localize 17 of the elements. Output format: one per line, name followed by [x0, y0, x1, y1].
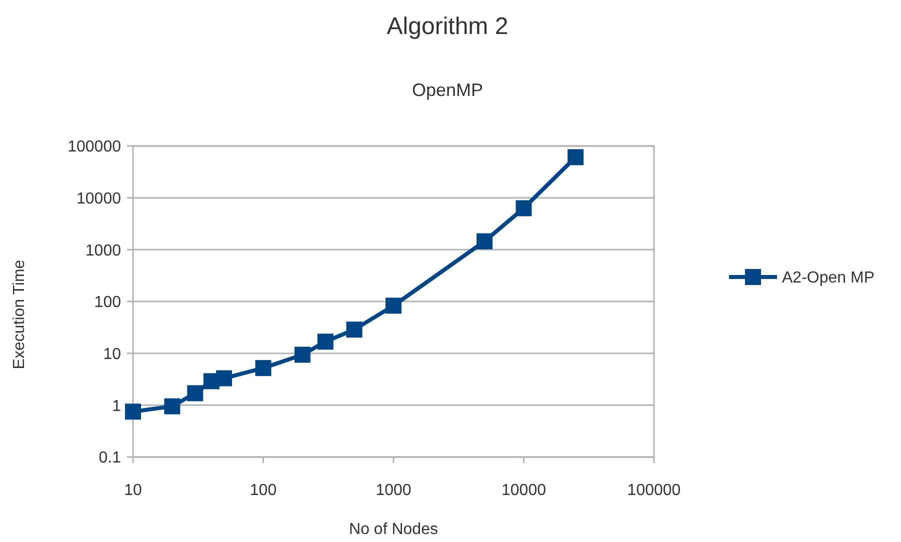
- x-tick-label: 100000: [627, 482, 681, 499]
- y-tick-label: 1: [112, 398, 122, 415]
- x-tick-label: 1000: [376, 482, 412, 499]
- x-axis-title: No of Nodes: [349, 521, 438, 538]
- x-tick-label: 100: [250, 482, 277, 499]
- y-tick-label: 10000: [76, 190, 122, 208]
- y-tick-label: 1000: [85, 242, 122, 260]
- y-tick-label: 100: [94, 294, 122, 312]
- y-tick-label: 0.1: [98, 450, 122, 467]
- chart-subtitle: OpenMP: [412, 80, 484, 100]
- y-tick-label: 100000: [68, 138, 122, 156]
- x-tick-label: 10000: [502, 482, 546, 499]
- legend-label: A2-Open MP: [782, 270, 874, 287]
- x-tick-label: 10: [124, 482, 142, 499]
- y-tick-label: 10: [103, 346, 122, 363]
- chart-title: Algorithm 2: [386, 13, 508, 40]
- y-axis-title: Execution Time: [11, 260, 28, 370]
